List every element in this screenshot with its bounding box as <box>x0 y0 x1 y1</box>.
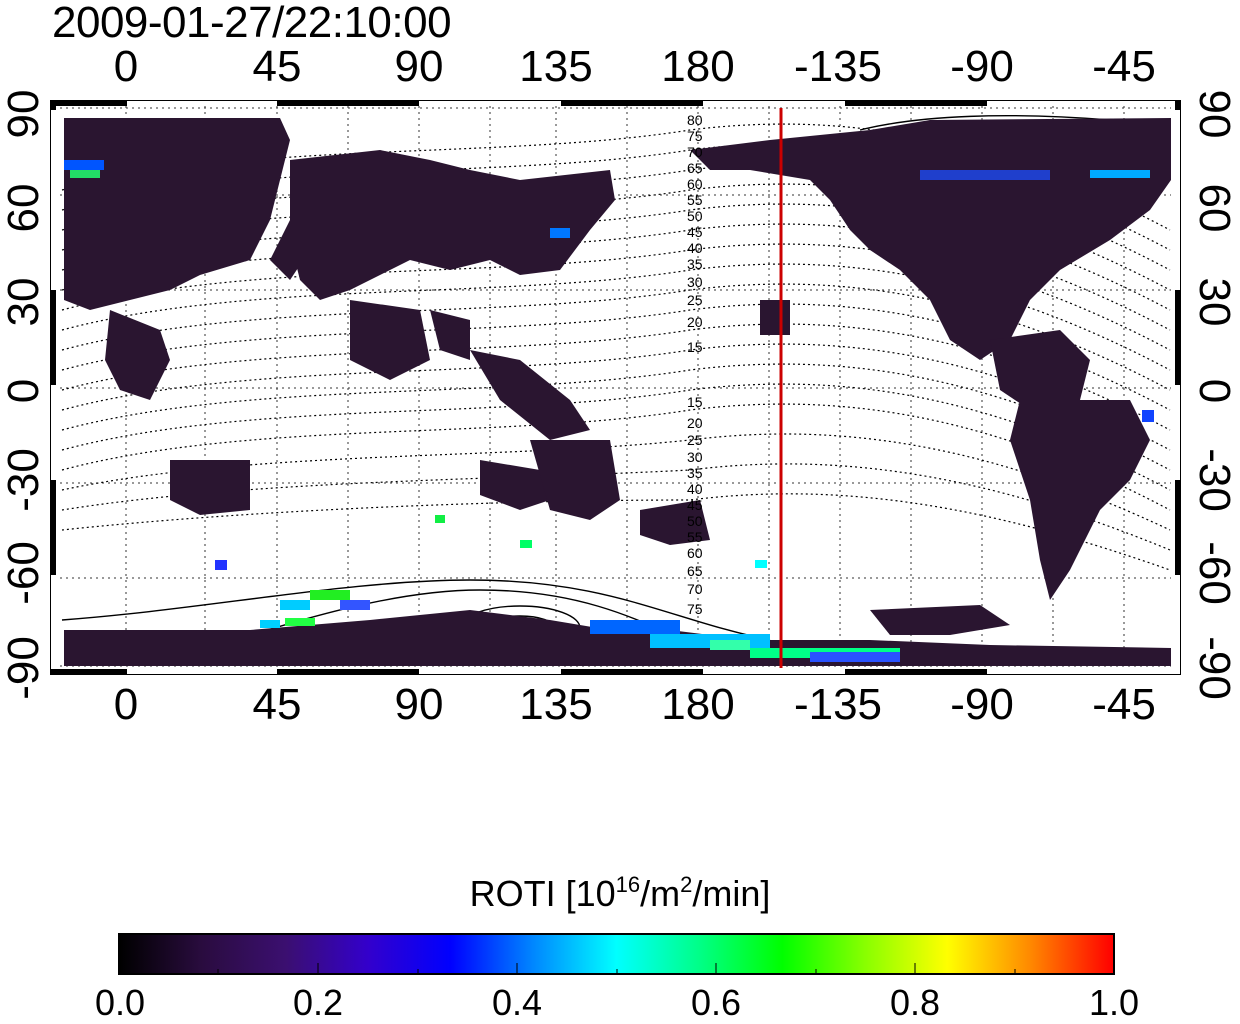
mlat-labels-south: 15 20 25 30 35 40 45 50 55 60 65 70 75 <box>687 394 703 617</box>
bottom-lon-tick: 45 <box>252 680 302 729</box>
colorbar-title-prefix: ROTI [10 <box>469 873 616 914</box>
mlat-label: 30 <box>687 449 703 465</box>
bottom-lon-tick: 90 <box>394 680 444 729</box>
top-lon-tick: -135 <box>793 42 883 91</box>
colorbar-tick-label: 0.4 <box>491 982 543 1023</box>
colorbar-title-suffix: /min] <box>692 873 771 914</box>
left-lat-tick: -60 <box>0 541 48 605</box>
left-lat-tick: 30 <box>0 278 48 327</box>
colorbar-tick-label: 0.8 <box>889 982 941 1023</box>
colorbar-ticks <box>217 963 1016 975</box>
top-lon-tick: 180 <box>661 42 735 91</box>
mlat-label: 40 <box>687 240 703 256</box>
left-latitude-axis: 90 60 30 0 -30 -60 -90 <box>0 90 48 700</box>
top-lon-tick: 90 <box>394 42 444 91</box>
mlat-label: 60 <box>687 176 703 192</box>
top-lon-tick: 0 <box>113 42 139 91</box>
colorbar-tick-label: 0.6 <box>690 982 742 1023</box>
colorbar-tick-label: 0.0 <box>94 982 146 1023</box>
mlat-label: 75 <box>687 128 703 144</box>
right-lat-tick: -30 <box>1190 448 1239 512</box>
mlat-label: 70 <box>687 581 703 597</box>
mlat-label: 65 <box>687 563 703 579</box>
left-lat-tick: 90 <box>0 90 48 139</box>
roti-map: 80 75 70 65 60 55 50 45 40 35 30 25 20 1… <box>50 100 1181 675</box>
mlat-label: 75 <box>687 601 703 617</box>
colorbar-title-exponent-1: 16 <box>615 872 641 897</box>
bottom-lon-tick: 180 <box>661 680 735 729</box>
colorbar-gradient <box>118 933 1115 975</box>
top-lon-tick: 135 <box>519 42 593 91</box>
right-lat-tick: -90 <box>1190 636 1239 700</box>
mlat-label: 20 <box>687 314 703 330</box>
left-lat-tick: -90 <box>0 636 48 700</box>
mlat-label: 35 <box>687 256 703 272</box>
mlat-label: 70 <box>687 144 703 160</box>
mlat-label: 50 <box>687 513 703 529</box>
mlat-label: 40 <box>687 481 703 497</box>
mlat-label: 55 <box>687 192 703 208</box>
colorbar-title-exponent-2: 2 <box>680 872 693 897</box>
frame-ticks <box>50 100 1181 675</box>
colorbar-title-mid: /m <box>640 873 681 914</box>
top-lon-tick: 45 <box>252 42 302 91</box>
top-lon-tick: -45 <box>1092 42 1156 91</box>
left-lat-tick: 60 <box>0 184 48 233</box>
mlat-label: 65 <box>687 160 703 176</box>
bottom-lon-tick: -135 <box>793 680 883 729</box>
mlat-label: 55 <box>687 529 703 545</box>
mlat-label: 35 <box>687 465 703 481</box>
right-lat-tick: 90 <box>1190 90 1239 139</box>
right-lat-tick: 0 <box>1190 379 1239 403</box>
colorbar-tick-label: 1.0 <box>1088 982 1140 1023</box>
timestamp-title: 2009-01-27/22:10:00 <box>52 0 452 47</box>
mlat-labels-north: 80 75 70 65 60 55 50 45 40 35 30 25 20 1… <box>687 112 703 355</box>
mlat-label: 20 <box>687 415 703 431</box>
right-lat-tick: 60 <box>1190 184 1239 233</box>
top-lon-tick: -90 <box>950 42 1014 91</box>
bottom-lon-tick: 0 <box>113 680 139 729</box>
left-lat-tick: 0 <box>0 379 48 403</box>
bottom-lon-tick: -45 <box>1092 680 1156 729</box>
mlat-label: 45 <box>687 224 703 240</box>
mlat-label: 45 <box>687 497 703 513</box>
mlat-label: 15 <box>687 394 703 410</box>
roti-highlights <box>64 160 1154 662</box>
colorbar-tick-label: 0.2 <box>292 982 344 1023</box>
mlat-label: 80 <box>687 112 703 128</box>
mlat-label: 60 <box>687 545 703 561</box>
mlat-label: 25 <box>687 292 703 308</box>
mlat-label: 30 <box>687 274 703 290</box>
mlat-label: 15 <box>687 339 703 355</box>
bottom-lon-tick: 135 <box>519 680 593 729</box>
bottom-lon-tick: -90 <box>950 680 1014 729</box>
left-lat-tick: -30 <box>0 448 48 512</box>
mlat-label: 50 <box>687 208 703 224</box>
right-lat-tick: 30 <box>1190 278 1239 327</box>
right-lat-tick: -60 <box>1190 541 1239 605</box>
right-latitude-axis: 90 60 30 0 -30 -60 -90 <box>1190 90 1239 700</box>
mlat-label: 25 <box>687 432 703 448</box>
colorbar-title: ROTI [1016/m2/min] <box>0 872 1240 915</box>
